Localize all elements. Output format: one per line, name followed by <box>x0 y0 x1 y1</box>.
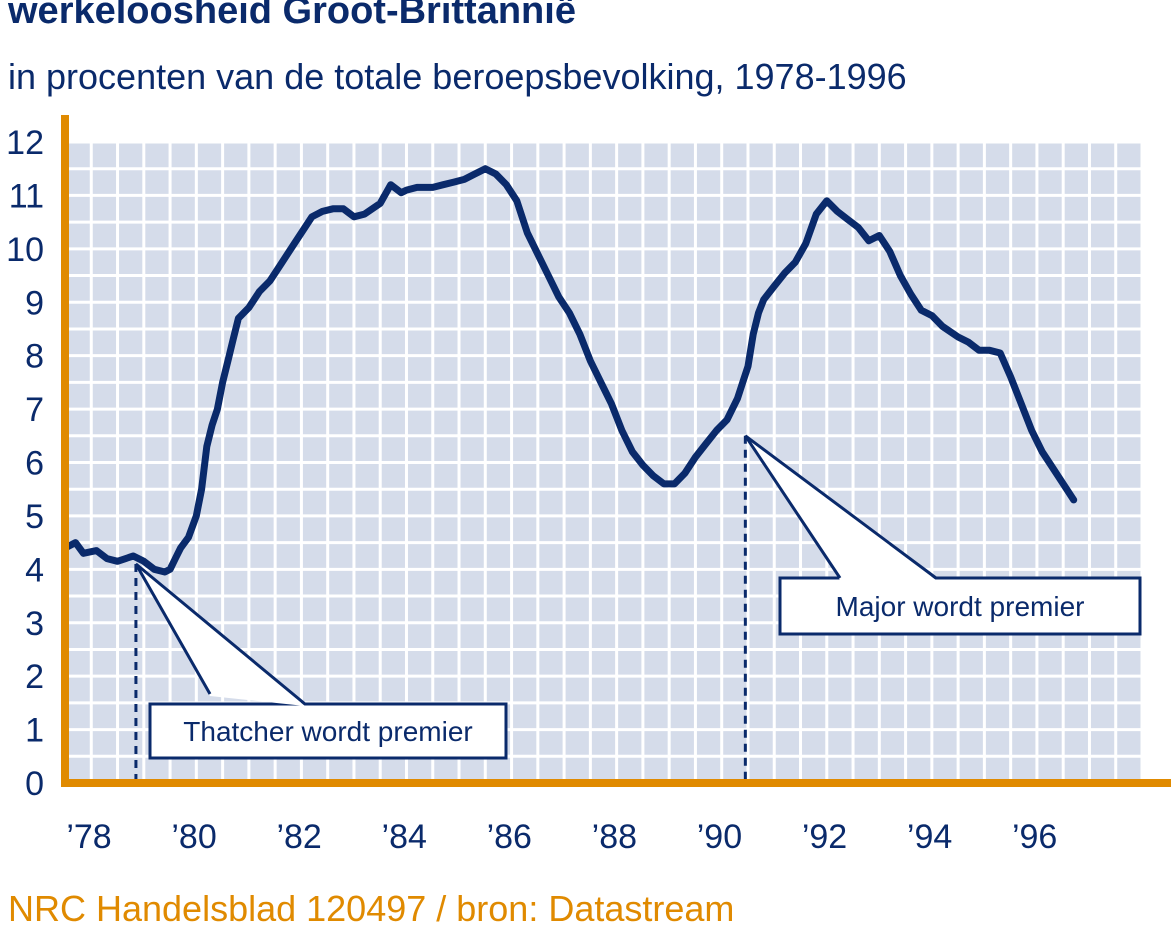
y-tick-label: 6 <box>25 445 44 483</box>
source-credit: NRC Handelsblad 120497 / bron: Datastrea… <box>8 888 735 929</box>
annotations: Thatcher wordt premier Major wordt premie… <box>134 434 1142 760</box>
x-tick-label: ’92 <box>802 818 847 856</box>
y-tick-label: 8 <box>25 338 44 376</box>
y-tick-label: 1 <box>25 712 44 750</box>
chart-subtitle: in procenten van de totale beroepsbevolk… <box>8 56 907 97</box>
y-tick-label: 3 <box>25 605 44 643</box>
chart-title: werkeloosheid Groot-Brittannië <box>8 0 576 32</box>
y-tick-label: 12 <box>6 124 44 162</box>
annotation-box <box>778 576 1142 636</box>
y-tick-label: 10 <box>6 231 44 269</box>
x-tick-label: ’90 <box>697 818 742 856</box>
x-tick-label: ’86 <box>487 818 532 856</box>
y-tick-label: 11 <box>9 177 44 215</box>
x-tick-label: ’94 <box>907 818 952 856</box>
annotation-label: Major wordt premier <box>836 591 1085 622</box>
series-line-unemployment <box>61 165 1078 576</box>
y-tick-label: 5 <box>25 498 44 536</box>
x-tick-labels: ’78 ’80 ’82 ’84 ’86 ’88 ’90 ’92 ’94 ’96 <box>66 818 1057 856</box>
annotation-pointer <box>744 434 937 580</box>
x-tick-label: ’80 <box>171 818 216 856</box>
y-tick-label: 2 <box>25 658 44 696</box>
y-tick-label: 7 <box>25 391 44 429</box>
y-tick-label: 9 <box>25 284 44 322</box>
x-tick-label: ’88 <box>592 818 637 856</box>
x-tick-label: ’78 <box>66 818 111 856</box>
y-tick-label: 0 <box>25 765 44 803</box>
x-tick-label: ’84 <box>382 818 427 856</box>
annotation-box <box>148 702 508 760</box>
annotation-pointer <box>134 562 306 706</box>
x-tick-label: ’82 <box>276 818 321 856</box>
y-tick-label: 4 <box>25 551 44 589</box>
x-tick-label: ’96 <box>1012 818 1057 856</box>
annotation-label: Thatcher wordt premier <box>183 716 472 747</box>
annotation-dashed-lines <box>134 435 747 783</box>
